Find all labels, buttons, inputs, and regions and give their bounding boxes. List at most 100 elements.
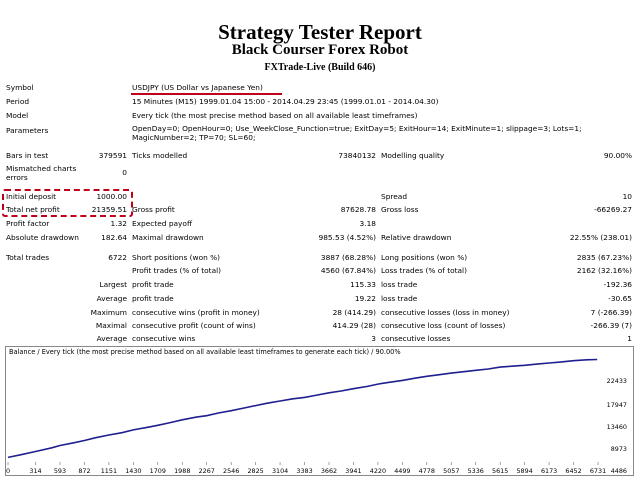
largest-lt-label: loss trade xyxy=(381,280,418,289)
short-value: 3887 (68.28%) xyxy=(320,253,376,262)
absdd-value: 182.64 xyxy=(101,233,127,242)
y-tick-label: 22433 xyxy=(606,377,627,385)
maximum-label: Maximum xyxy=(90,308,127,317)
symbol-value: USDJPY (US Dollar vs Japanese Yen) xyxy=(132,83,263,92)
maxcl-value: 7 (-266.39) xyxy=(590,308,632,317)
maxcw-label: consecutive wins (profit in money) xyxy=(132,308,260,317)
x-tick-label: 5894 xyxy=(516,467,533,475)
maxcloss-label: consecutive loss (count of losses) xyxy=(381,321,506,330)
parameters-label: Parameters xyxy=(6,126,49,135)
avg-consecutive-label: Average xyxy=(96,334,127,343)
x-tick-label: 1709 xyxy=(149,467,166,475)
largest-label: Largest xyxy=(99,280,127,289)
x-tick-label: 6173 xyxy=(540,467,558,475)
chart-title: Balance / Every tick (the most precise m… xyxy=(9,348,401,356)
x-tick-label: 4778 xyxy=(418,467,435,475)
pf-label: Profit factor xyxy=(6,219,50,228)
trades-value: 6722 xyxy=(108,253,127,262)
x-tick-label: 5336 xyxy=(467,467,484,475)
period-label: Period xyxy=(6,97,30,106)
x-tick-label: 1430 xyxy=(125,467,142,475)
model-value: Every tick (the most precise method base… xyxy=(132,111,418,120)
avgcw-label: consecutive wins xyxy=(132,334,196,343)
x-tick-label: 872 xyxy=(78,467,91,475)
netprofit-value: 21359.51 xyxy=(91,205,127,214)
deposit-label: Initial deposit xyxy=(6,192,57,201)
deposit-value: 1000.00 xyxy=(96,192,127,201)
spread-value: 10 xyxy=(622,192,632,201)
largest-pt-value: 115.33 xyxy=(350,280,376,289)
x-tick-label: 6452 xyxy=(565,467,582,475)
ptrades-label: Profit trades (% of total) xyxy=(132,266,222,275)
mismatch-label-1: Mismatched charts xyxy=(6,164,77,173)
symbol-underline xyxy=(131,93,282,95)
period-value: 15 Minutes (M15) 1999.01.04 15:00 - 2014… xyxy=(132,97,439,106)
grossloss-value: -66269.27 xyxy=(594,205,632,214)
x-tick-label: 1988 xyxy=(174,467,191,475)
x-tick-label: 314 xyxy=(29,467,42,475)
maxcloss-value: -266.39 (7) xyxy=(590,321,632,330)
ltrades-label: Loss trades (% of total) xyxy=(381,266,467,275)
server-build: FXTrade-Live (Build 646) xyxy=(264,62,376,73)
short-label: Short positions (won %) xyxy=(132,253,221,262)
maxdd-value: 985.53 (4.52%) xyxy=(318,233,376,242)
avgcl-value: 1 xyxy=(627,334,632,343)
reldd-label: Relative drawdown xyxy=(381,233,452,242)
symbol-label: Symbol xyxy=(6,83,34,92)
netprofit-label: Total net profit xyxy=(6,205,60,214)
grossprofit-value: 87628.78 xyxy=(340,205,376,214)
robot-name: Black Courser Forex Robot xyxy=(231,42,409,58)
highlight-box xyxy=(2,189,133,217)
quality-label: Modelling quality xyxy=(381,151,445,160)
bars-label: Bars in test xyxy=(6,151,49,160)
x-tick-label: 3104 xyxy=(271,467,289,475)
x-tick-label: 1151 xyxy=(100,467,118,475)
parameters-line2: MagicNumber=2; TP=70; SL=60; xyxy=(132,133,256,142)
report-title: Strategy Tester Report xyxy=(218,20,422,44)
ticks-label: Ticks modelled xyxy=(132,151,188,160)
balance-line xyxy=(7,358,598,459)
x-tick-label: 6731 xyxy=(589,467,607,475)
ltrades-value: 2162 (32.16%) xyxy=(576,266,632,275)
average-lt-value: -30.65 xyxy=(608,294,632,303)
ep-label: Expected payoff xyxy=(132,219,193,228)
x-tick-label: 2825 xyxy=(247,467,264,475)
y-tick-label: 8973 xyxy=(610,445,627,453)
average-label: Average xyxy=(96,294,127,303)
model-label: Model xyxy=(6,111,29,120)
avgcl-label: consecutive losses xyxy=(381,334,451,343)
average-pt-label: profit trade xyxy=(132,294,174,303)
x-tick-label: 3383 xyxy=(296,467,313,475)
pf-value: 1.32 xyxy=(110,219,127,228)
x-tick-label: 3662 xyxy=(320,467,338,475)
x-tick-label: 4499 xyxy=(394,467,411,475)
average-lt-label: loss trade xyxy=(381,294,418,303)
avgcw-value: 3 xyxy=(371,334,376,343)
ptrades-value: 4560 (67.84%) xyxy=(320,266,376,275)
maximal-label: Maximal xyxy=(95,321,127,330)
maxcp-value: 414.29 (28) xyxy=(332,321,376,330)
ticks-value: 73840132 xyxy=(338,151,376,160)
ep-value: 3.18 xyxy=(359,219,376,228)
y-tick-label: 17947 xyxy=(606,401,627,409)
average-pt-value: 19.22 xyxy=(354,294,376,303)
long-label: Long positions (won %) xyxy=(381,253,468,262)
mismatch-value: 0 xyxy=(122,168,127,177)
mismatch-label-2: errors xyxy=(6,173,28,182)
grossloss-label: Gross loss xyxy=(381,205,419,214)
x-tick-label: 2267 xyxy=(198,467,215,475)
x-tick-label: 2546 xyxy=(223,467,240,475)
maxcp-label: consecutive profit (count of wins) xyxy=(132,321,256,330)
x-tick-label: 3941 xyxy=(345,467,362,475)
long-value: 2835 (67.23%) xyxy=(576,253,632,262)
x-tick-label: 0 xyxy=(5,467,11,475)
x-tick-label: 5057 xyxy=(443,467,460,475)
trades-label: Total trades xyxy=(6,253,50,262)
parameters-line1: OpenDay=0; OpenHour=0; Use_WeekClose_Fun… xyxy=(132,124,582,133)
y-tick-label: 13460 xyxy=(606,423,627,431)
maxcl-label: consecutive losses (loss in money) xyxy=(381,308,510,317)
maxcw-value: 28 (414.29) xyxy=(332,308,376,317)
bars-value: 379591 xyxy=(98,151,127,160)
x-tick-label: 593 xyxy=(53,467,67,475)
